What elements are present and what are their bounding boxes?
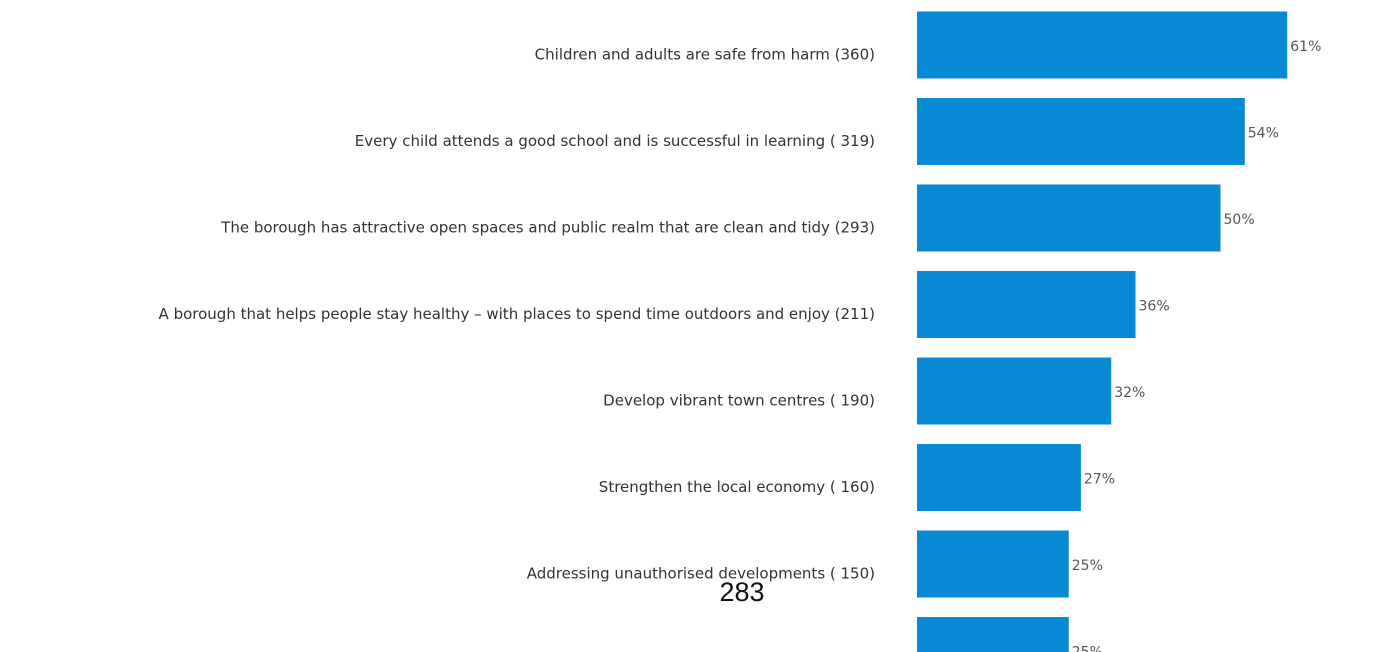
- value-label: 61%: [1290, 39, 1321, 55]
- annotation: 283: [719, 577, 764, 607]
- bar: [917, 530, 1069, 598]
- category-label: Children and adults are safe from harm (…: [535, 46, 875, 64]
- value-label: 54%: [1248, 126, 1279, 142]
- value-label: 36%: [1139, 299, 1170, 315]
- bar: [917, 617, 1069, 652]
- category-label: Develop vibrant town centres ( 190): [603, 392, 875, 410]
- bar: [917, 444, 1081, 511]
- category-label: Every child attends a good school and is…: [355, 132, 875, 150]
- value-label: 50%: [1224, 212, 1255, 228]
- bar: [917, 357, 1112, 425]
- value-label: 25%: [1072, 558, 1103, 574]
- value-label: 32%: [1114, 385, 1145, 401]
- bar: [917, 184, 1221, 252]
- bar: [917, 271, 1136, 338]
- bar: [917, 11, 1288, 79]
- bar: [917, 98, 1245, 165]
- category-label: A borough that helps people stay healthy…: [159, 305, 875, 323]
- category-label: Strengthen the local economy ( 160): [599, 478, 875, 496]
- category-label: The borough has attractive open spaces a…: [220, 219, 875, 237]
- category-label: Addressing unauthorised developments ( 1…: [527, 565, 875, 583]
- value-label: 27%: [1084, 472, 1115, 488]
- value-label: 25%: [1072, 645, 1103, 652]
